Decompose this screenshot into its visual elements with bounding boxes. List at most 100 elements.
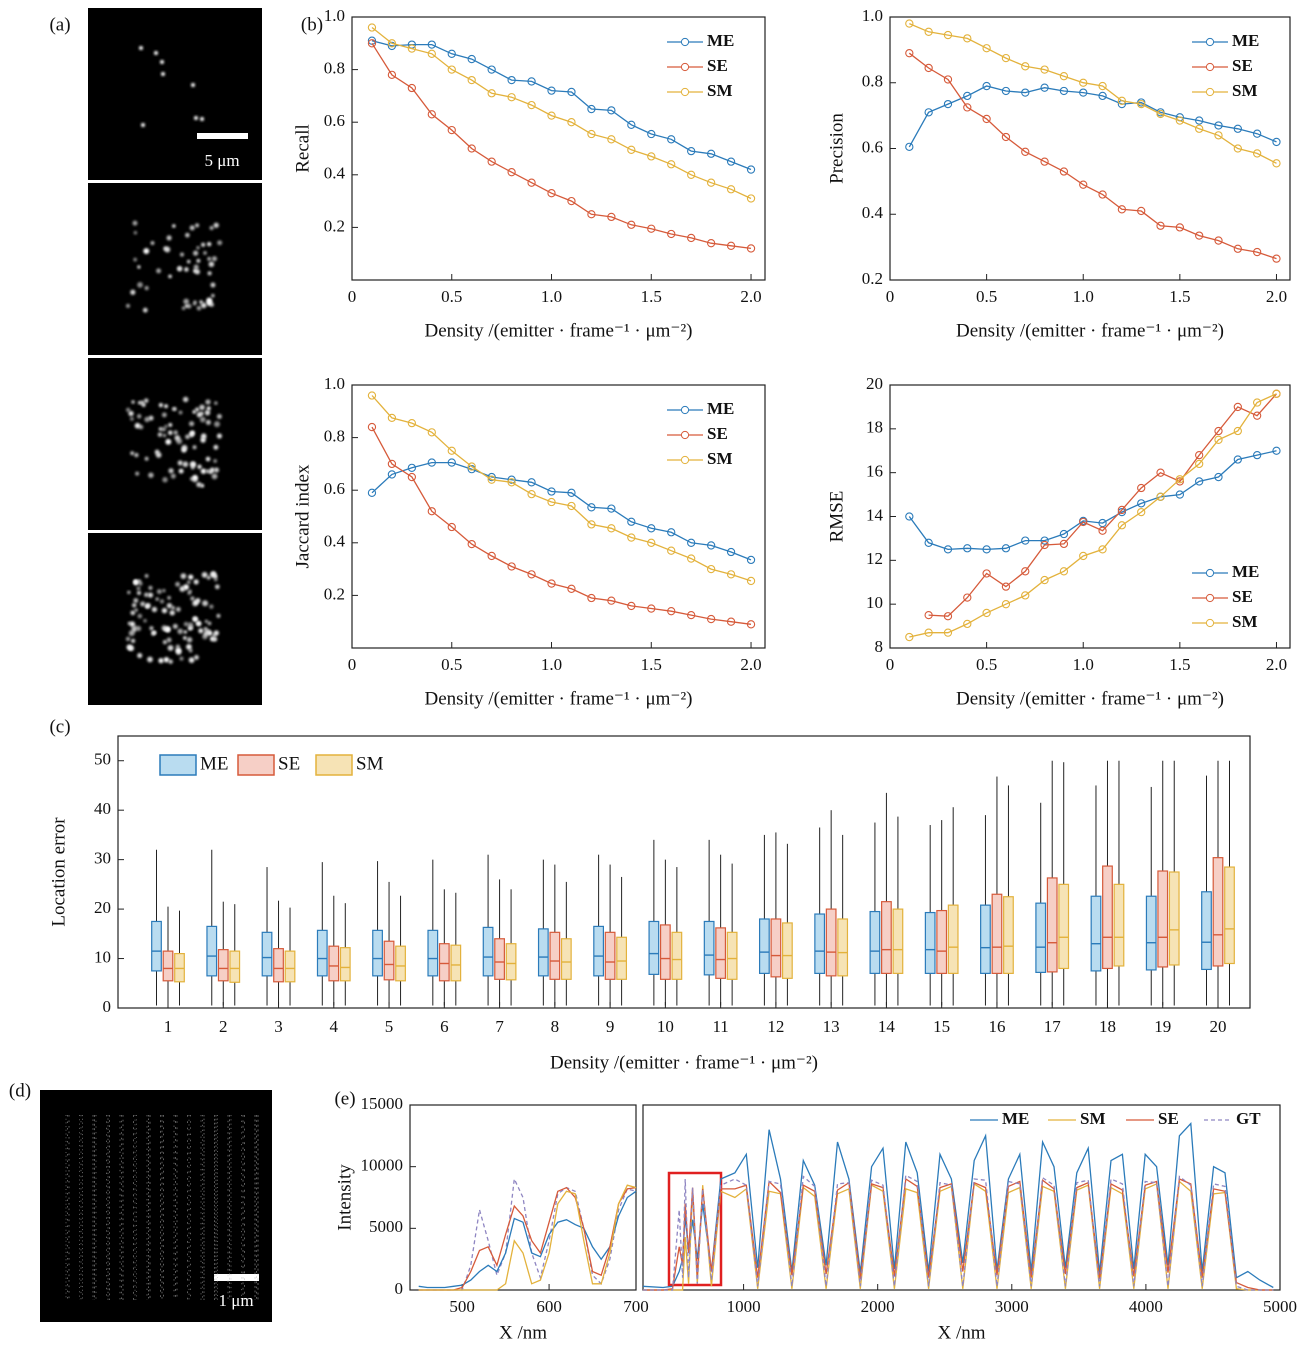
marker [1156,492,1165,501]
plot-frame [351,384,766,649]
box [604,931,616,980]
marker [1040,83,1049,92]
legend-label: ME [1232,31,1259,50]
marker [1272,159,1281,168]
y-tick-label: 0 [103,997,112,1016]
marker [1098,91,1107,101]
marker [924,628,933,637]
zoom-box [667,1171,723,1287]
box [284,950,296,983]
series-line [418,1190,637,1289]
marker [367,39,377,48]
marker [447,446,456,455]
marker [982,114,991,124]
marker [367,391,377,400]
plot-frame [642,1104,1281,1291]
emitter [184,304,189,308]
marker [1040,536,1049,545]
emitter [190,461,196,467]
emitter [205,399,211,405]
marker [487,475,496,484]
marker [1252,149,1262,158]
marker [706,614,716,624]
y-tick-label: 5000 [369,1217,403,1236]
emitter [196,305,202,311]
emitter [158,403,163,408]
emitter [164,424,168,428]
marker [567,196,576,206]
image-a1 [88,8,262,180]
marker [1001,600,1011,609]
y-tick-label: 0.2 [862,269,883,288]
marker [982,81,991,91]
marker [706,149,716,158]
x-tick-label: 14 [878,1017,896,1036]
marker [1059,167,1069,176]
y-tick-label: 1.0 [862,6,883,25]
emitter [138,581,143,586]
emitter [205,469,210,474]
emitter [186,637,193,643]
marker [547,487,556,496]
emitter [135,471,140,476]
marker [647,152,656,161]
marker [627,120,636,129]
marker [1214,131,1223,140]
emitter [171,407,176,411]
marker [1175,477,1185,486]
marker [447,65,456,74]
marker [1175,116,1185,125]
chart: 8 10 12 14 16 18 20 0 0.5 1.0 1.5 2.0 RMSE Density /(… [826,374,1291,709]
marker [1272,389,1281,398]
emitter [133,257,137,262]
box [1003,896,1014,974]
marker [587,593,596,603]
marker [924,63,933,73]
emitter [131,602,137,608]
marker [687,146,696,156]
emitter [158,657,164,664]
marker [687,554,696,563]
emitter [188,574,194,580]
emitter [203,626,208,631]
marker [447,49,456,58]
x-tick-label: 7 [495,1017,504,1036]
marker [1001,582,1011,591]
marker [924,27,933,36]
x-tick-label: 2.0 [740,287,761,306]
microscopy-images [40,8,272,1322]
image-a4 [88,533,262,705]
marker [706,239,716,248]
x-tick-label: 0.5 [441,655,462,674]
x-tick-label: 1.0 [541,287,562,306]
emitter [148,415,154,421]
plot-frame [117,735,1251,1009]
box [1035,902,1047,973]
emitter [163,246,168,251]
x-tick-label: 600 [536,1297,562,1316]
chart: 1000 2000 3000 4000 5000 X /nm ME SM SE GT [642,1104,1297,1343]
legend-label: SM [707,81,733,100]
marker [924,108,933,117]
emitter [214,584,220,590]
emitter [213,222,219,228]
box [339,947,351,982]
marker [547,86,556,95]
x-tick-label: 2.0 [1266,287,1287,306]
marker [1059,539,1069,549]
emitter [175,581,180,587]
y-tick-label: 0.4 [324,532,346,551]
emitter [137,282,143,288]
emitter [149,626,154,631]
emitter [142,307,148,313]
marker [1137,507,1146,517]
emitter [207,630,213,636]
emitter [179,656,184,661]
marker [567,87,576,97]
marker [963,91,972,101]
emitter [151,606,158,613]
emitter [200,302,207,309]
emitter [134,608,138,612]
emitter [143,398,149,403]
emitter [160,60,164,64]
